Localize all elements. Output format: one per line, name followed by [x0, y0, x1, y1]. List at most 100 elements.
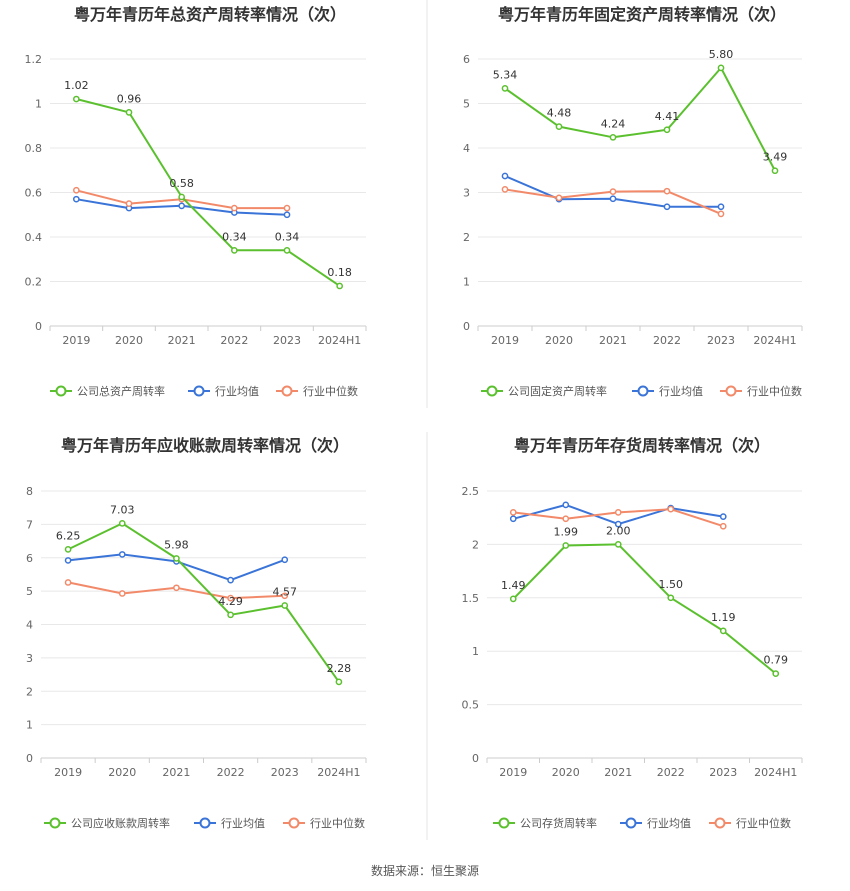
legend-marker-icon	[49, 817, 61, 829]
data-label: 6.25	[56, 529, 81, 542]
y-tick-label: 0.4	[25, 231, 43, 244]
y-tick-label: 8	[26, 485, 33, 498]
data-point-company	[501, 85, 509, 92]
legend-label: 行业中位数	[747, 384, 802, 398]
legend-item-median[interactable]: 行业中位数	[709, 816, 791, 830]
legend-item-avg[interactable]: 行业均值	[620, 817, 691, 830]
data-point-avg	[283, 211, 291, 219]
data-point-median	[614, 509, 622, 516]
legend-marker-icon	[281, 385, 293, 397]
data-point-avg	[614, 520, 622, 528]
legend-marker-icon	[199, 817, 211, 829]
x-tick-label: 2022	[217, 766, 245, 779]
y-tick-label: 0.2	[25, 276, 43, 289]
legend-item-median[interactable]: 行业中位数	[276, 384, 358, 398]
y-tick-label: 0	[26, 752, 33, 765]
y-tick-label: 3	[26, 652, 33, 665]
legend-item-company[interactable]: 公司固定资产周转率	[481, 384, 607, 398]
y-tick-label: 6	[26, 552, 33, 565]
data-point-median	[555, 194, 563, 202]
data-point-company	[667, 594, 675, 602]
data-point-median	[230, 204, 238, 212]
legend-label: 公司应收账款周转率	[71, 816, 170, 830]
legend-item-avg[interactable]: 行业均值	[188, 385, 259, 398]
legend-label: 公司固定资产周转率	[508, 384, 607, 398]
data-point-company	[609, 133, 617, 141]
data-label: 4.29	[218, 595, 243, 608]
y-tick-label: 0	[35, 320, 42, 333]
data-point-avg	[609, 195, 617, 203]
data-point-company	[335, 678, 343, 686]
y-tick-label: 4	[26, 619, 33, 632]
legend-marker-icon	[625, 817, 637, 829]
series-line-company	[67, 522, 340, 683]
x-tick-label: 2022	[653, 334, 681, 347]
data-label: 4.24	[601, 117, 626, 130]
legend-item-median[interactable]: 行业中位数	[283, 816, 365, 830]
legend-label: 行业中位数	[736, 816, 791, 830]
data-label: 0.79	[764, 654, 789, 667]
data-point-median	[717, 210, 725, 218]
legend-item-avg[interactable]: 行业均值	[632, 385, 703, 398]
legend-marker-icon	[498, 817, 510, 829]
x-tick-label: 2020	[552, 766, 580, 779]
legend-label: 公司存货周转率	[520, 816, 597, 830]
x-tick-label: 2023	[273, 334, 301, 347]
y-tick-label: 5	[463, 98, 470, 111]
legend-marker-icon	[714, 817, 726, 829]
data-point-median	[283, 204, 291, 212]
y-tick-label: 1	[35, 98, 42, 111]
y-tick-label: 1	[463, 276, 470, 289]
legend-label: 行业均值	[221, 817, 265, 830]
legend-item-median[interactable]: 行业中位数	[720, 384, 802, 398]
data-source: 数据来源：恒生聚源	[371, 863, 479, 878]
chart-panel-3: 粤万年青历年应收账款周转率情况（次） 0 1 2 3 4 5 6 7 8 2019 2020 2021 2…	[26, 436, 367, 830]
y-tick-label: 2	[463, 231, 470, 244]
legend-marker-icon	[288, 817, 300, 829]
data-label: 1.02	[64, 79, 89, 92]
y-tick-label: 5	[26, 585, 33, 598]
data-point-median	[227, 594, 234, 602]
data-point-company	[118, 520, 126, 527]
x-tick-label: 2020	[545, 334, 573, 347]
data-point-company	[562, 542, 570, 549]
y-tick-label: 2.5	[462, 485, 480, 498]
data-label: 4.57	[273, 585, 298, 598]
data-point-company	[125, 109, 133, 116]
x-tick-label: 2021	[168, 334, 196, 347]
data-point-avg	[663, 203, 671, 211]
x-tick-label: 2023	[709, 766, 737, 779]
x-tick-label: 2019	[491, 334, 519, 347]
x-tick-label: 2021	[599, 334, 627, 347]
legend-label: 行业均值	[659, 385, 703, 398]
data-point-company	[614, 541, 622, 548]
data-point-company	[509, 595, 517, 603]
data-label: 0.34	[275, 230, 300, 243]
x-tick-label: 2024H1	[317, 766, 360, 779]
data-label: 0.18	[327, 266, 352, 279]
series-line-company	[512, 543, 777, 675]
chart-panel-2: 粤万年青历年固定资产周转率情况（次） 0 1 2 3 4 5 6 2019 2020 2021 202…	[463, 5, 803, 398]
data-label: 4.48	[547, 107, 572, 120]
legend-marker-icon	[55, 385, 67, 397]
data-point-median	[719, 522, 727, 530]
legend-item-company[interactable]: 公司总资产周转率	[50, 384, 165, 398]
x-tick-label: 2020	[115, 334, 143, 347]
data-point-avg	[64, 557, 72, 564]
data-point-avg	[281, 556, 289, 564]
data-label: 0.34	[222, 230, 247, 243]
data-point-median	[64, 579, 72, 586]
x-tick-label: 2023	[271, 766, 299, 779]
legend-label: 行业均值	[647, 817, 691, 830]
legend-item-company[interactable]: 公司存货周转率	[493, 816, 597, 830]
data-label: 5.80	[709, 48, 734, 61]
data-label: 5.34	[493, 68, 518, 81]
data-point-company	[178, 193, 186, 201]
y-tick-label: 6	[463, 53, 470, 66]
data-label: 2.28	[327, 662, 352, 675]
data-point-avg	[227, 576, 234, 584]
data-point-company	[771, 167, 779, 175]
legend-item-avg[interactable]: 行业均值	[194, 817, 265, 830]
legend-item-company[interactable]: 公司应收账款周转率	[44, 816, 170, 830]
